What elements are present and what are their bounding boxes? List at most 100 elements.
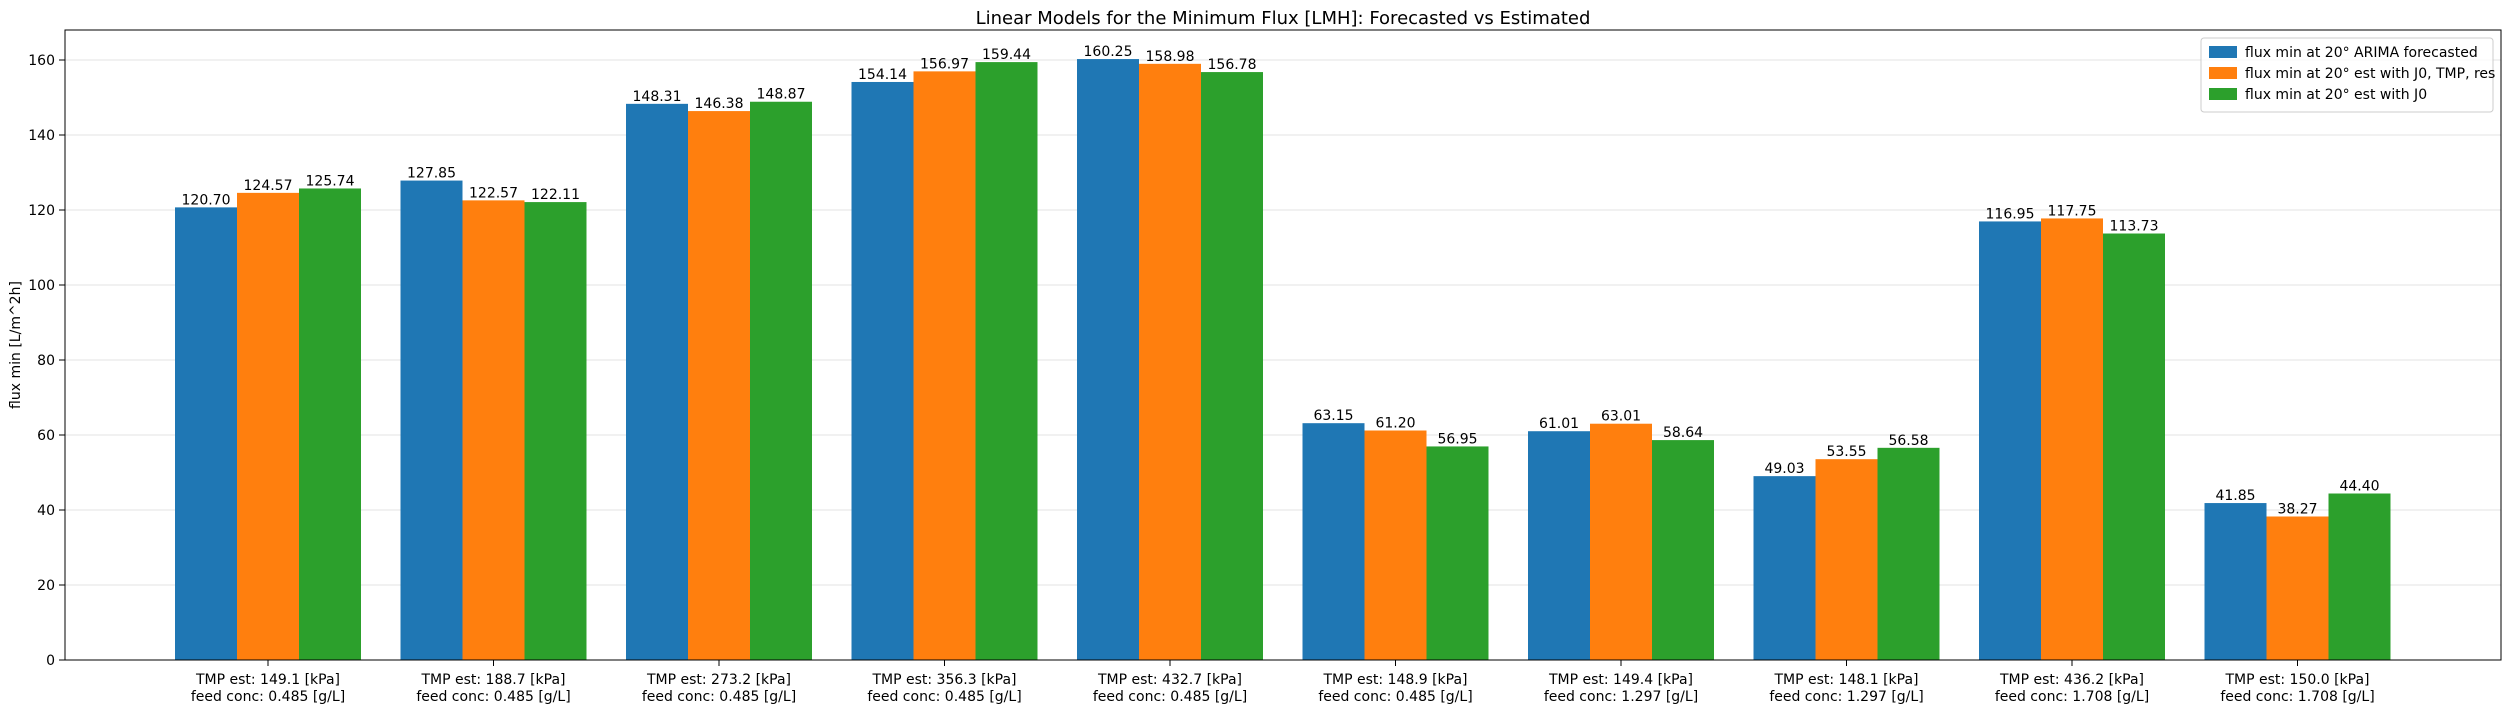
bars (175, 59, 2391, 661)
bar (2103, 233, 2165, 660)
y-tick-label: 60 (37, 428, 55, 444)
y-tick-label: 160 (28, 53, 55, 69)
legend-label: flux min at 20° est with J0, TMP, res (2245, 66, 2495, 82)
bar (524, 202, 587, 660)
bar-value-label: 53.55 (1826, 444, 1866, 460)
x-tick-label-line: feed conc: 0.485 [g/L] (1093, 689, 1247, 705)
bar (2266, 516, 2329, 660)
bar (1652, 440, 1714, 660)
bar (2204, 503, 2267, 660)
legend-label: flux min at 20° ARIMA forecasted (2245, 45, 2478, 61)
bar (1979, 221, 2041, 660)
bar (462, 200, 525, 661)
bar-value-label: 122.11 (531, 187, 580, 203)
x-tick-label-line: feed conc: 0.485 [g/L] (191, 689, 345, 705)
bar-value-label: 127.85 (407, 166, 456, 182)
x-tick-label: TMP est: 188.7 [kPa] feed conc: 0.485 [g/… (416, 672, 570, 705)
bar-value-label: 44.40 (2339, 479, 2379, 495)
bar (1590, 423, 1652, 660)
bar-value-label: 56.58 (1888, 433, 1928, 449)
bar-value-label: 124.57 (244, 178, 293, 194)
legend-swatch (2209, 46, 2237, 58)
x-tick-label-line: TMP est: 436.2 [kPa] (1999, 672, 2144, 688)
bar-value-label: 154.14 (858, 67, 907, 83)
bar-value-label: 120.70 (182, 192, 231, 208)
x-tick-label-line: TMP est: 273.2 [kPa] (646, 672, 791, 688)
bar (1077, 59, 1139, 660)
y-tick-label: 0 (46, 653, 55, 669)
legend: flux min at 20° ARIMA forecasted flux min… (2200, 37, 2495, 113)
x-tick-label-line: feed conc: 1.708 [g/L] (2220, 689, 2374, 705)
legend-label: flux min at 20° est with J0 (2245, 87, 2427, 103)
x-tick-label: TMP est: 148.1 [kPa] feed conc: 1.297 [g/… (1769, 672, 1923, 705)
bar-value-label: 156.97 (920, 56, 969, 72)
y-tick-label: 120 (28, 203, 55, 219)
bar-value-label: 113.73 (2110, 219, 2159, 235)
bar-value-label: 41.85 (2215, 488, 2255, 504)
bar-value-label: 61.20 (1375, 416, 1415, 432)
y-axis-label: flux min [L/m^2h] (8, 281, 24, 409)
x-tick-label: TMP est: 436.2 [kPa] feed conc: 1.708 [g/… (1995, 672, 2149, 705)
bar-value-label: 117.75 (2048, 203, 2097, 219)
bar (1139, 63, 1201, 660)
bar (750, 101, 812, 661)
bar-value-label: 56.95 (1437, 431, 1477, 447)
bar-value-label: 158.98 (1146, 49, 1195, 65)
bar (299, 188, 361, 660)
x-tick-label-line: feed conc: 0.485 [g/L] (867, 689, 1021, 705)
x-tick-label-line: TMP est: 148.9 [kPa] (1322, 672, 1467, 688)
y-tick-label: 40 (37, 503, 55, 519)
bar-value-label: 160.25 (1084, 44, 1133, 60)
bar-value-label: 159.44 (982, 47, 1031, 63)
x-tick-label-line: TMP est: 188.7 [kPa] (420, 672, 565, 688)
y-axis: 0 20 40 60 80 100 120 140 160 (28, 53, 65, 669)
x-tick-label-line: feed conc: 1.297 [g/L] (1769, 689, 1923, 705)
x-tick-label-line: feed conc: 1.708 [g/L] (1995, 689, 2149, 705)
bar-value-label: 49.03 (1764, 461, 1804, 477)
x-tick-label-line: feed conc: 0.485 [g/L] (642, 689, 796, 705)
bar (913, 71, 976, 661)
x-tick-label-line: feed conc: 1.297 [g/L] (1544, 689, 1698, 705)
x-tick-label-line: TMP est: 356.3 [kPa] (871, 672, 1016, 688)
chart-title: Linear Models for the Minimum Flux [LMH]… (976, 8, 1591, 29)
bar-labels: 120.70 124.57 125.74 127.85 122.57 122.11 148.… (182, 44, 2380, 517)
x-tick-label: TMP est: 149.1 [kPa] feed conc: 0.485 [g/… (191, 672, 345, 705)
bar (1426, 446, 1489, 660)
y-tick-label: 80 (37, 353, 55, 369)
plot-area-frame (64, 29, 2502, 661)
bar-value-label: 156.78 (1208, 57, 1257, 73)
bar (688, 111, 750, 660)
y-tick-label: 140 (28, 128, 55, 144)
x-tick-label-line: TMP est: 149.4 [kPa] (1548, 672, 1693, 688)
bar (237, 192, 299, 661)
x-tick-label-line: feed conc: 0.485 [g/L] (416, 689, 570, 705)
x-tick-label: TMP est: 149.4 [kPa] feed conc: 1.297 [g/… (1544, 672, 1698, 705)
x-tick-label-line: TMP est: 432.7 [kPa] (1097, 672, 1242, 688)
bar (2328, 493, 2391, 660)
bar (626, 103, 688, 660)
x-axis: TMP est: 149.1 [kPa] feed conc: 0.485 [g/… (191, 660, 2375, 705)
bar-value-label: 122.57 (469, 185, 518, 201)
x-tick-label-line: TMP est: 149.1 [kPa] (195, 672, 340, 688)
bar-value-label: 146.38 (695, 96, 744, 112)
x-tick-label: TMP est: 356.3 [kPa] feed conc: 0.485 [g/… (867, 672, 1021, 705)
legend-frame (2200, 37, 2494, 113)
x-tick-label-line: TMP est: 150.0 [kPa] (2224, 672, 2369, 688)
bar (975, 62, 1038, 661)
x-tick-label: TMP est: 150.0 [kPa] feed conc: 1.708 [g/… (2220, 672, 2374, 705)
y-tick-label: 20 (37, 578, 55, 594)
bar-value-label: 125.74 (306, 173, 355, 189)
bar (400, 180, 463, 660)
bar-value-label: 58.64 (1663, 425, 1703, 441)
bar (2041, 218, 2103, 660)
x-tick-label: TMP est: 273.2 [kPa] feed conc: 0.485 [g/… (642, 672, 796, 705)
x-tick-label: TMP est: 432.7 [kPa] feed conc: 0.485 [g/… (1093, 672, 1247, 705)
bar-value-label: 63.01 (1601, 409, 1641, 425)
bar-value-label: 116.95 (1986, 206, 2035, 222)
bar (1528, 431, 1590, 660)
y-tick-label: 100 (28, 278, 55, 294)
bar (1753, 476, 1816, 660)
bar-value-label: 63.15 (1313, 408, 1353, 424)
x-tick-label: TMP est: 148.9 [kPa] feed conc: 0.485 [g/… (1318, 672, 1472, 705)
